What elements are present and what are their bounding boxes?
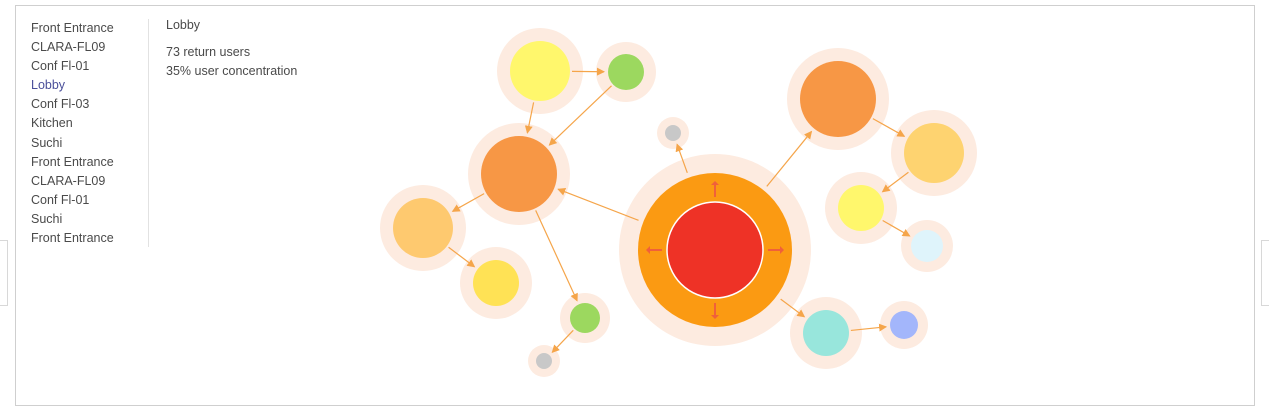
location-node[interactable] — [570, 303, 600, 333]
detail-title: Lobby — [166, 18, 201, 32]
left-edge-handle[interactable] — [0, 240, 8, 306]
flow-edge — [548, 85, 612, 146]
flow-edge — [766, 130, 813, 187]
flow-edge — [872, 118, 906, 137]
flow-edge — [850, 323, 888, 332]
location-node[interactable] — [481, 136, 557, 212]
location-item[interactable]: Suchi — [31, 135, 63, 150]
hub-direction-arrowhead — [780, 246, 784, 254]
flow-edge — [675, 143, 688, 174]
flow-edge — [448, 246, 476, 268]
hub-direction-arrowhead — [711, 315, 719, 319]
location-node[interactable] — [800, 61, 876, 137]
location-item-selected[interactable]: Lobby — [31, 78, 66, 93]
location-node[interactable] — [665, 125, 681, 141]
flow-nodes — [393, 41, 964, 369]
location-node[interactable] — [890, 311, 918, 339]
location-item[interactable]: Suchi — [31, 211, 63, 226]
concentration-stat: 35% user concentration — [166, 64, 298, 78]
flow-edge — [551, 329, 574, 354]
location-item[interactable]: Front Entrance — [31, 154, 114, 169]
right-edge-handle[interactable] — [1261, 240, 1269, 306]
flow-edge — [881, 171, 909, 193]
location-node[interactable] — [838, 185, 884, 231]
flow-edge — [451, 193, 485, 212]
location-item[interactable]: Front Entrance — [31, 21, 114, 35]
flow-edge — [557, 187, 639, 221]
location-item[interactable]: CLARA-FL09 — [31, 40, 106, 55]
return-users-stat: 73 return users — [166, 45, 251, 59]
flow-edges — [448, 67, 911, 354]
location-item[interactable]: Conf Fl-01 — [31, 192, 90, 207]
location-detail: Lobby 73 return users 35% user concentra… — [166, 18, 297, 81]
location-node[interactable] — [803, 310, 849, 356]
location-node[interactable] — [510, 41, 570, 101]
location-item[interactable]: Conf Fl-03 — [31, 97, 90, 112]
hub-core[interactable] — [666, 201, 764, 299]
location-node[interactable] — [393, 198, 453, 258]
flow-edge — [780, 298, 806, 318]
location-item[interactable]: CLARA-FL09 — [31, 173, 106, 188]
hub-direction-arrowhead — [711, 181, 719, 185]
location-node[interactable] — [536, 353, 552, 369]
hub-direction-arrowhead — [646, 246, 650, 254]
location-node[interactable] — [473, 260, 519, 306]
flow-edge — [524, 102, 535, 134]
location-node[interactable] — [608, 54, 644, 90]
location-item[interactable]: Conf Fl-01 — [31, 59, 90, 74]
flow-edge — [882, 219, 911, 237]
location-node[interactable] — [911, 230, 943, 262]
location-node[interactable] — [904, 123, 964, 183]
flow-edge — [535, 210, 578, 302]
location-item[interactable]: Kitchen — [31, 116, 73, 131]
location-list: Front Entrance CLARA-FL09 Conf Fl-01 Lob… — [31, 19, 149, 247]
selected-location-hub[interactable] — [638, 173, 792, 327]
location-item[interactable]: Front Entrance — [31, 231, 114, 246]
